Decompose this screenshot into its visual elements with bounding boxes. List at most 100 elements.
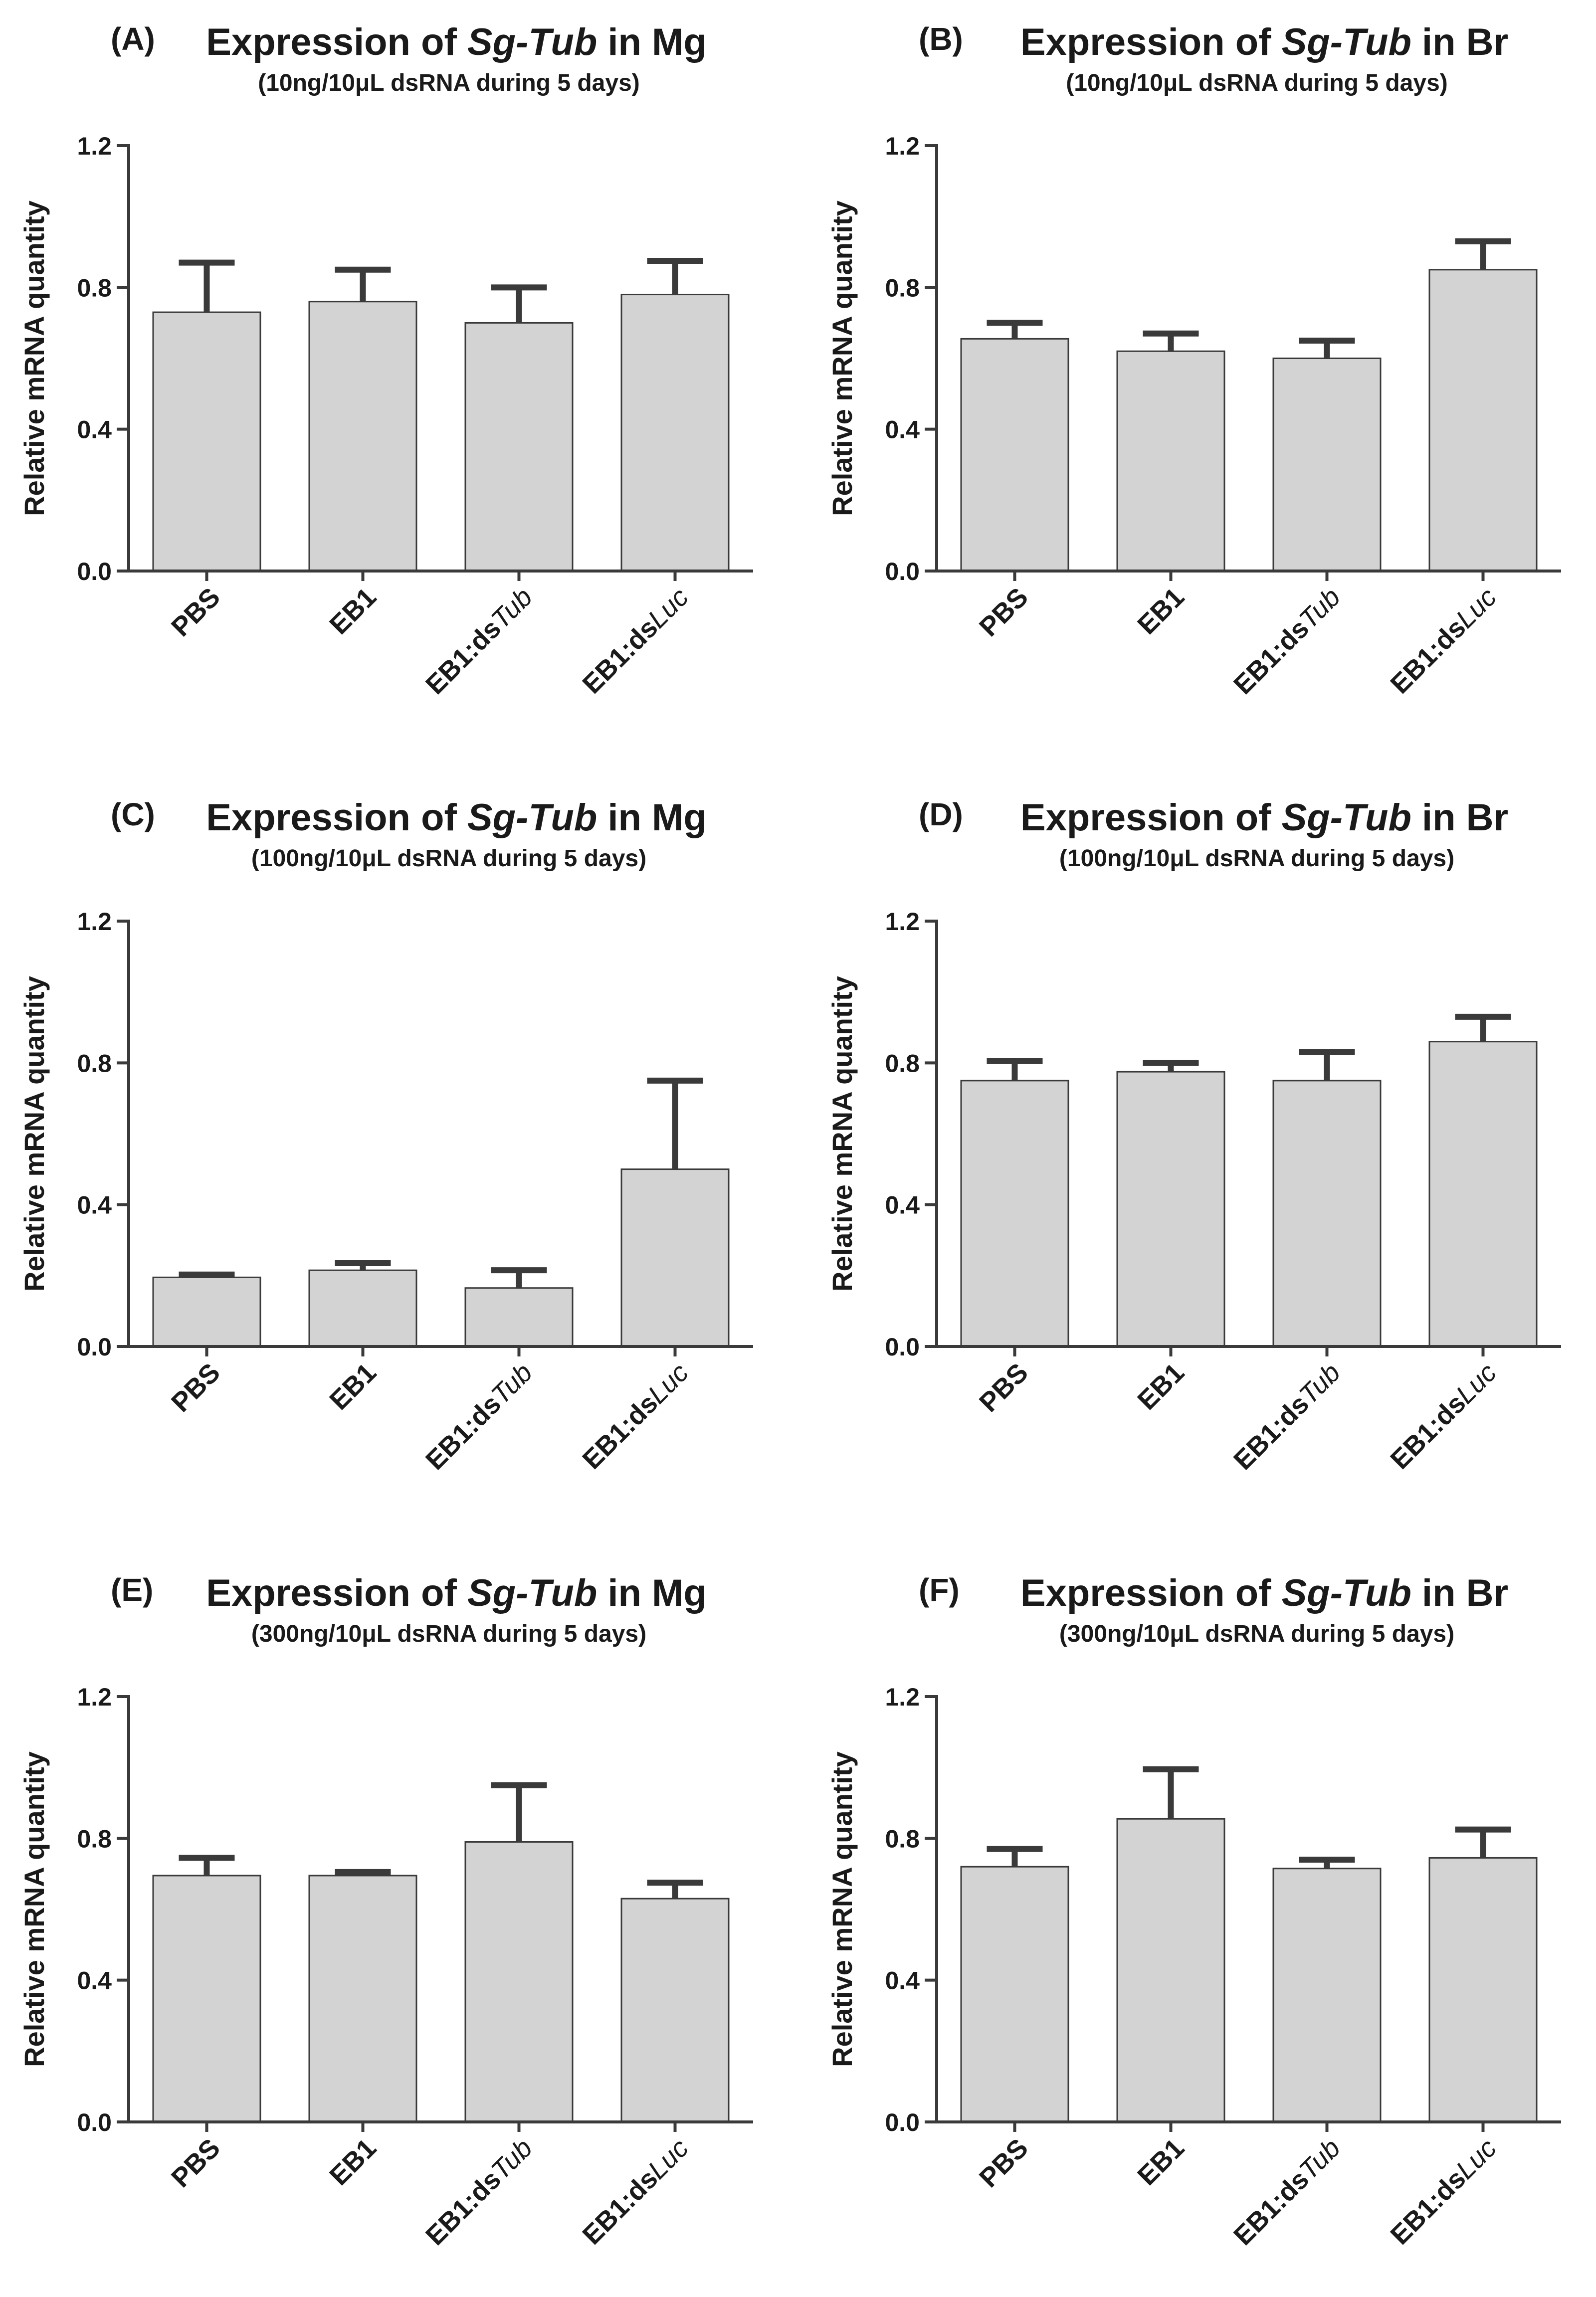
y-tick-label: 0.8 [77, 1049, 112, 1077]
y-axis-label: Relative mRNA quantity [18, 976, 50, 1292]
bar [152, 1276, 261, 1347]
x-tick-label: EB1:dsTub [1228, 2133, 1346, 2251]
title-prefix: Expression of [206, 1572, 467, 1614]
bar [464, 1287, 574, 1347]
y-tick-label: 1.2 [77, 908, 112, 936]
y-tick-label: 0.0 [77, 2108, 112, 2136]
y-axis-label: Relative mRNA quantity [826, 976, 858, 1292]
title-suffix: in Mg [597, 796, 707, 839]
title-gene: Sg-Tub [1282, 796, 1411, 839]
x-tick-label: EB1:dsTub [1228, 1357, 1346, 1476]
chart-subtitle: (300ng/10μL dsRNA during 5 days) [251, 1621, 646, 1647]
y-axis-label: Relative mRNA quantity [18, 1751, 50, 2067]
bar [1116, 350, 1225, 572]
title-prefix: Expression of [206, 796, 467, 839]
y-tick-label: 1.2 [885, 1683, 920, 1711]
x-tick-label: EB1:dsLuc [577, 1357, 694, 1475]
x-tick-label: EB1:dsLuc [577, 2133, 694, 2251]
bar [960, 338, 1069, 572]
x-tick-label: EB1:dsTub [420, 582, 538, 700]
x-tick-label: EB1 [324, 2133, 382, 2191]
category-main: PBS [974, 1357, 1034, 1418]
bar [620, 1898, 730, 2123]
chart-title: Expression of Sg-Tub in Mg [206, 796, 707, 839]
x-tick-label: PBS [974, 1357, 1034, 1418]
category-main: PBS [166, 582, 226, 642]
x-tick-label: EB1:dsLuc [577, 582, 694, 700]
category-main: EB1:ds [1228, 613, 1315, 700]
bar [1116, 1071, 1225, 1347]
x-tick-label: PBS [166, 582, 226, 642]
title-prefix: Expression of [206, 21, 467, 63]
title-suffix: in Mg [597, 1572, 707, 1614]
title-prefix: Expression of [1020, 21, 1282, 63]
category-main: EB1:ds [1385, 2164, 1471, 2251]
y-tick-label: 0.0 [885, 2108, 920, 2136]
chart-subtitle: (100ng/10μL dsRNA during 5 days) [1059, 845, 1454, 872]
x-tick-label: PBS [166, 2133, 226, 2193]
x-tick-label: EB1:dsLuc [1385, 2133, 1502, 2251]
chart-panel: (A) Expression of Sg-Tub in Mg (10ng/10μL … [18, 21, 753, 700]
x-tick-label: EB1:dsLuc [1385, 582, 1502, 700]
bar [960, 1866, 1069, 2123]
category-main: EB1 [324, 1357, 382, 1416]
y-tick-label: 1.2 [77, 132, 112, 160]
bar [1272, 1080, 1382, 1347]
category-main: EB1 [1132, 2133, 1190, 2191]
category-main: EB1:ds [1385, 613, 1471, 700]
title-prefix: Expression of [1020, 1572, 1282, 1614]
bar [308, 1875, 417, 2123]
y-tick-label: 0.4 [885, 1191, 920, 1219]
x-tick-label: EB1:dsTub [420, 2133, 538, 2251]
category-main: PBS [974, 582, 1034, 642]
panel-letter: (C) [111, 796, 155, 832]
category-main: PBS [166, 1357, 226, 1418]
y-tick-label: 1.2 [77, 1683, 112, 1711]
x-tick-label: PBS [974, 582, 1034, 642]
title-gene: Sg-Tub [467, 1572, 597, 1614]
category-main: EB1:ds [1385, 1388, 1471, 1475]
category-main: EB1:ds [420, 2164, 507, 2251]
chart-title: Expression of Sg-Tub in Br [1020, 21, 1508, 63]
chart-subtitle: (10ng/10μL dsRNA during 5 days) [1066, 70, 1448, 96]
y-tick-label: 0.0 [885, 1333, 920, 1361]
y-tick-label: 0.8 [885, 1825, 920, 1853]
chart-panel: (B) Expression of Sg-Tub in Br (10ng/10μL … [826, 21, 1561, 700]
category-main: EB1:ds [577, 2164, 663, 2251]
bar [960, 1080, 1069, 1347]
bar [620, 1168, 730, 1347]
title-suffix: in Br [1411, 796, 1508, 839]
bar [1428, 1041, 1538, 1347]
y-tick-label: 1.2 [885, 132, 920, 160]
y-tick-label: 0.4 [885, 1967, 920, 1995]
chart-subtitle: (300ng/10μL dsRNA during 5 days) [1059, 1621, 1454, 1647]
title-gene: Sg-Tub [467, 796, 597, 839]
y-tick-label: 0.4 [77, 1967, 112, 1995]
category-main: EB1:ds [420, 613, 507, 700]
x-tick-label: EB1 [1132, 582, 1190, 640]
bar [1428, 269, 1538, 572]
category-main: EB1 [1132, 582, 1190, 640]
title-suffix: in Br [1411, 1572, 1508, 1614]
x-tick-label: PBS [166, 1357, 226, 1418]
bar [152, 311, 261, 572]
x-tick-label: EB1:dsTub [420, 1357, 538, 1476]
y-tick-label: 0.4 [77, 1191, 112, 1219]
y-axis-label: Relative mRNA quantity [826, 200, 858, 516]
chart-title: Expression of Sg-Tub in Br [1020, 796, 1508, 839]
chart-subtitle: (100ng/10μL dsRNA during 5 days) [251, 845, 646, 872]
chart-panel: (C) Expression of Sg-Tub in Mg (100ng/10μL… [18, 796, 753, 1476]
category-main: EB1:ds [577, 613, 663, 700]
chart-panel: (D) Expression of Sg-Tub in Br (100ng/10μL… [826, 796, 1561, 1476]
bar [308, 1269, 417, 1347]
x-tick-label: EB1:dsTub [1228, 582, 1346, 700]
category-main: PBS [166, 2133, 226, 2193]
x-tick-label: EB1 [324, 582, 382, 640]
y-tick-label: 0.8 [77, 274, 112, 302]
category-main: EB1:ds [1228, 2164, 1315, 2251]
x-tick-label: EB1 [1132, 1357, 1190, 1416]
category-main: EB1:ds [420, 1389, 507, 1476]
title-suffix: in Br [1411, 21, 1508, 63]
bar [464, 1841, 574, 2123]
